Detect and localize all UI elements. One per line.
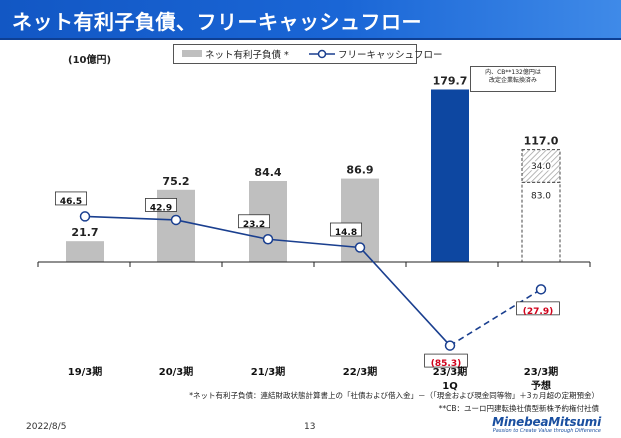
fcf-point-label: 23.2 (243, 220, 265, 230)
fcf-line-dashed (449, 288, 542, 347)
page-title: ネット有利子負債、フリーキャッシュフロー (12, 10, 422, 34)
company-logo: MinebeaMitsumi Passion to Create Value t… (492, 415, 601, 434)
callout-line-1: 内、CB**132億円は (485, 69, 541, 76)
legend-line-swatch (309, 49, 335, 59)
legend-bar-swatch (182, 50, 202, 57)
category-label: 19/3期 (68, 365, 103, 378)
category-sublabel: 1Q (442, 381, 457, 392)
bar (431, 89, 469, 262)
fcf-point (262, 234, 274, 245)
bar-value-label: 84.4 (254, 166, 281, 179)
fcf-point-label-box (55, 191, 88, 206)
fcf-point-label: 14.8 (335, 228, 357, 238)
category-label: 23/3期 (524, 365, 559, 378)
bar-forecast-lower-label: 83.0 (531, 191, 551, 201)
bar-value-label: 75.2 (162, 175, 189, 188)
bar-value-label: 179.7 (433, 74, 468, 87)
title-bar: ネット有利子負債、フリーキャッシュフロー (0, 0, 621, 38)
fcf-point (535, 284, 547, 295)
logo-name: MinebeaMitsumi (492, 415, 601, 429)
bar (66, 241, 104, 262)
callout-note: 内、CB**132億円は 改定企業転換済み (470, 66, 556, 92)
bar-forecast-upper-label: 34.0 (531, 162, 551, 172)
legend-bar-note: * (284, 50, 289, 61)
callout-line-2: 改定企業転換済み (488, 77, 537, 84)
fcf-point (170, 214, 182, 226)
fcf-point-label-box (144, 198, 177, 212)
legend-line-label: フリーキャッシュフロー (338, 50, 443, 61)
page-number: 13 (304, 422, 316, 432)
category-label: 20/3期 (159, 365, 194, 378)
logo-tagline: Passion to Create Value through Differen… (492, 428, 601, 434)
category-label: 23/3期 (433, 365, 468, 378)
legend: ネット有利子負債 * フリーキャッシュフロー (173, 44, 443, 64)
fcf-point-label: 42.9 (150, 203, 172, 213)
fcf-point-label: 46.5 (60, 197, 82, 207)
category-sublabel: 予想 (531, 379, 551, 392)
fcf-point-label-box (424, 353, 468, 368)
bar-forecast-upper (521, 149, 561, 183)
fcf-point (354, 242, 366, 253)
fcf-point-label: (85.3) (431, 359, 461, 369)
category-label: 22/3期 (343, 365, 378, 378)
fcf-point (79, 211, 91, 222)
title-underline (0, 38, 621, 40)
fcf-point (444, 340, 456, 351)
unit-label: (10億円) (68, 55, 112, 66)
bar-forecast-lower (521, 181, 561, 263)
bar-value-label: 86.9 (346, 164, 373, 177)
category-label: 21/3期 (251, 365, 286, 378)
footnote-net-debt: *ネット有利子負債：連結財政状態計算書上の「社債および借入金」－（「現金および現… (189, 391, 599, 400)
fcf-point-label-box (516, 301, 560, 316)
date: 2022/8/5 (26, 422, 67, 432)
bar-value-label: 21.7 (71, 226, 98, 239)
fcf-point-label-box (237, 214, 270, 229)
bar-value-label: 117.0 (524, 135, 559, 148)
fcf-point-label: (27.9) (523, 307, 553, 317)
footnote-cb: **CB：ユーロ円建転換社債型新株予約権付社債 (438, 404, 599, 413)
fcf-point-label-box (329, 222, 362, 237)
legend-bar-label: ネット有利子負債 * (205, 50, 289, 61)
